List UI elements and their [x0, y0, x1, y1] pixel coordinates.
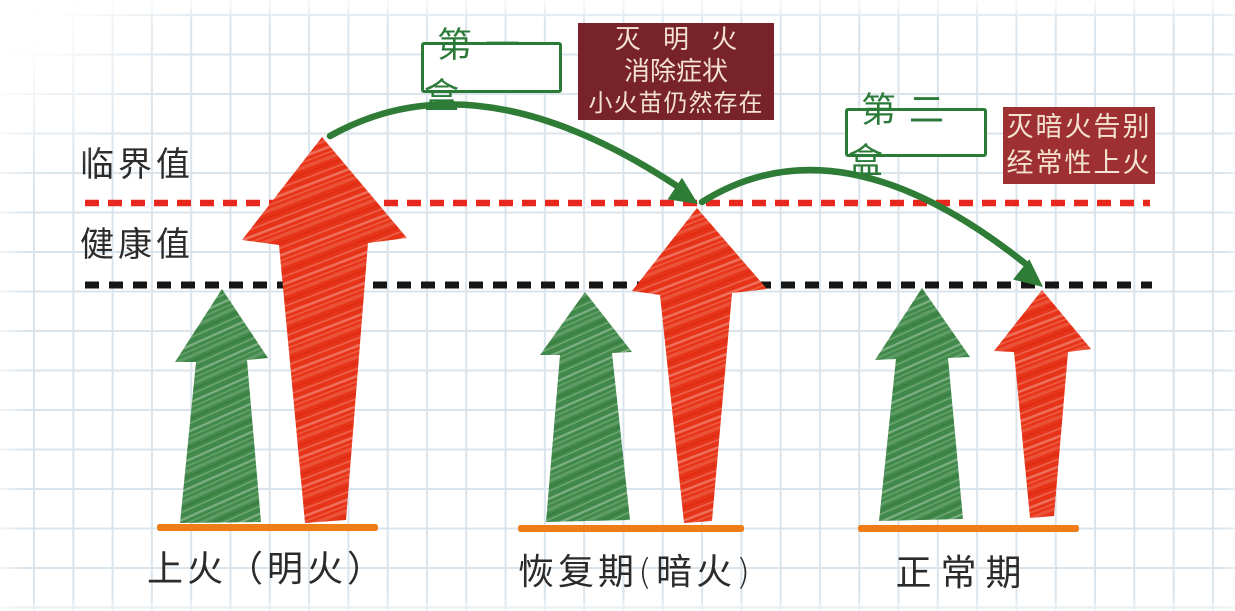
second-note-line1: 灭暗火告别	[1006, 111, 1152, 143]
stage3-red-arrow	[994, 290, 1091, 518]
critical-value-label: 临界值	[80, 145, 194, 185]
second-box-label: 第二盒	[848, 90, 958, 182]
stage1-green-arrow	[175, 289, 268, 523]
stage1-red-arrow	[242, 137, 407, 523]
stage2-green-arrow	[540, 292, 632, 522]
healthy-value-label: 健康值	[80, 225, 194, 265]
first-transition-arrowhead	[667, 177, 698, 204]
stage2-baseline	[518, 525, 744, 532]
second-note-line2: 经常性上火	[1006, 147, 1152, 179]
stage3-baseline	[858, 525, 1079, 532]
stage3-green-arrow	[875, 288, 970, 521]
first-note-callout: 灭 明 火 消除症状 小火苗仍然存在	[578, 23, 774, 120]
stage1-baseline	[157, 524, 378, 531]
second-transition-curve	[698, 166, 1031, 269]
first-note-line2: 消除症状	[623, 56, 728, 87]
first-note-line1: 灭 明 火	[614, 25, 745, 56]
stage3-label: 正常期	[895, 553, 1031, 594]
second-transition-arrowhead	[1013, 259, 1043, 287]
second-box-badge: 第二盒	[845, 91, 987, 182]
first-transition-curve	[326, 101, 684, 192]
first-box-label: 第一盒	[424, 25, 534, 117]
first-box-badge: 第一盒	[421, 26, 562, 117]
stage2-label: 恢复期(暗火)	[517, 552, 755, 593]
first-note-line3: 小火苗仍然存在	[588, 88, 764, 117]
stage1-label: 上火（明火）	[146, 549, 388, 590]
stage2-red-arrow	[632, 208, 767, 523]
second-note-callout: 灭暗火告别 经常性上火	[1003, 107, 1155, 184]
